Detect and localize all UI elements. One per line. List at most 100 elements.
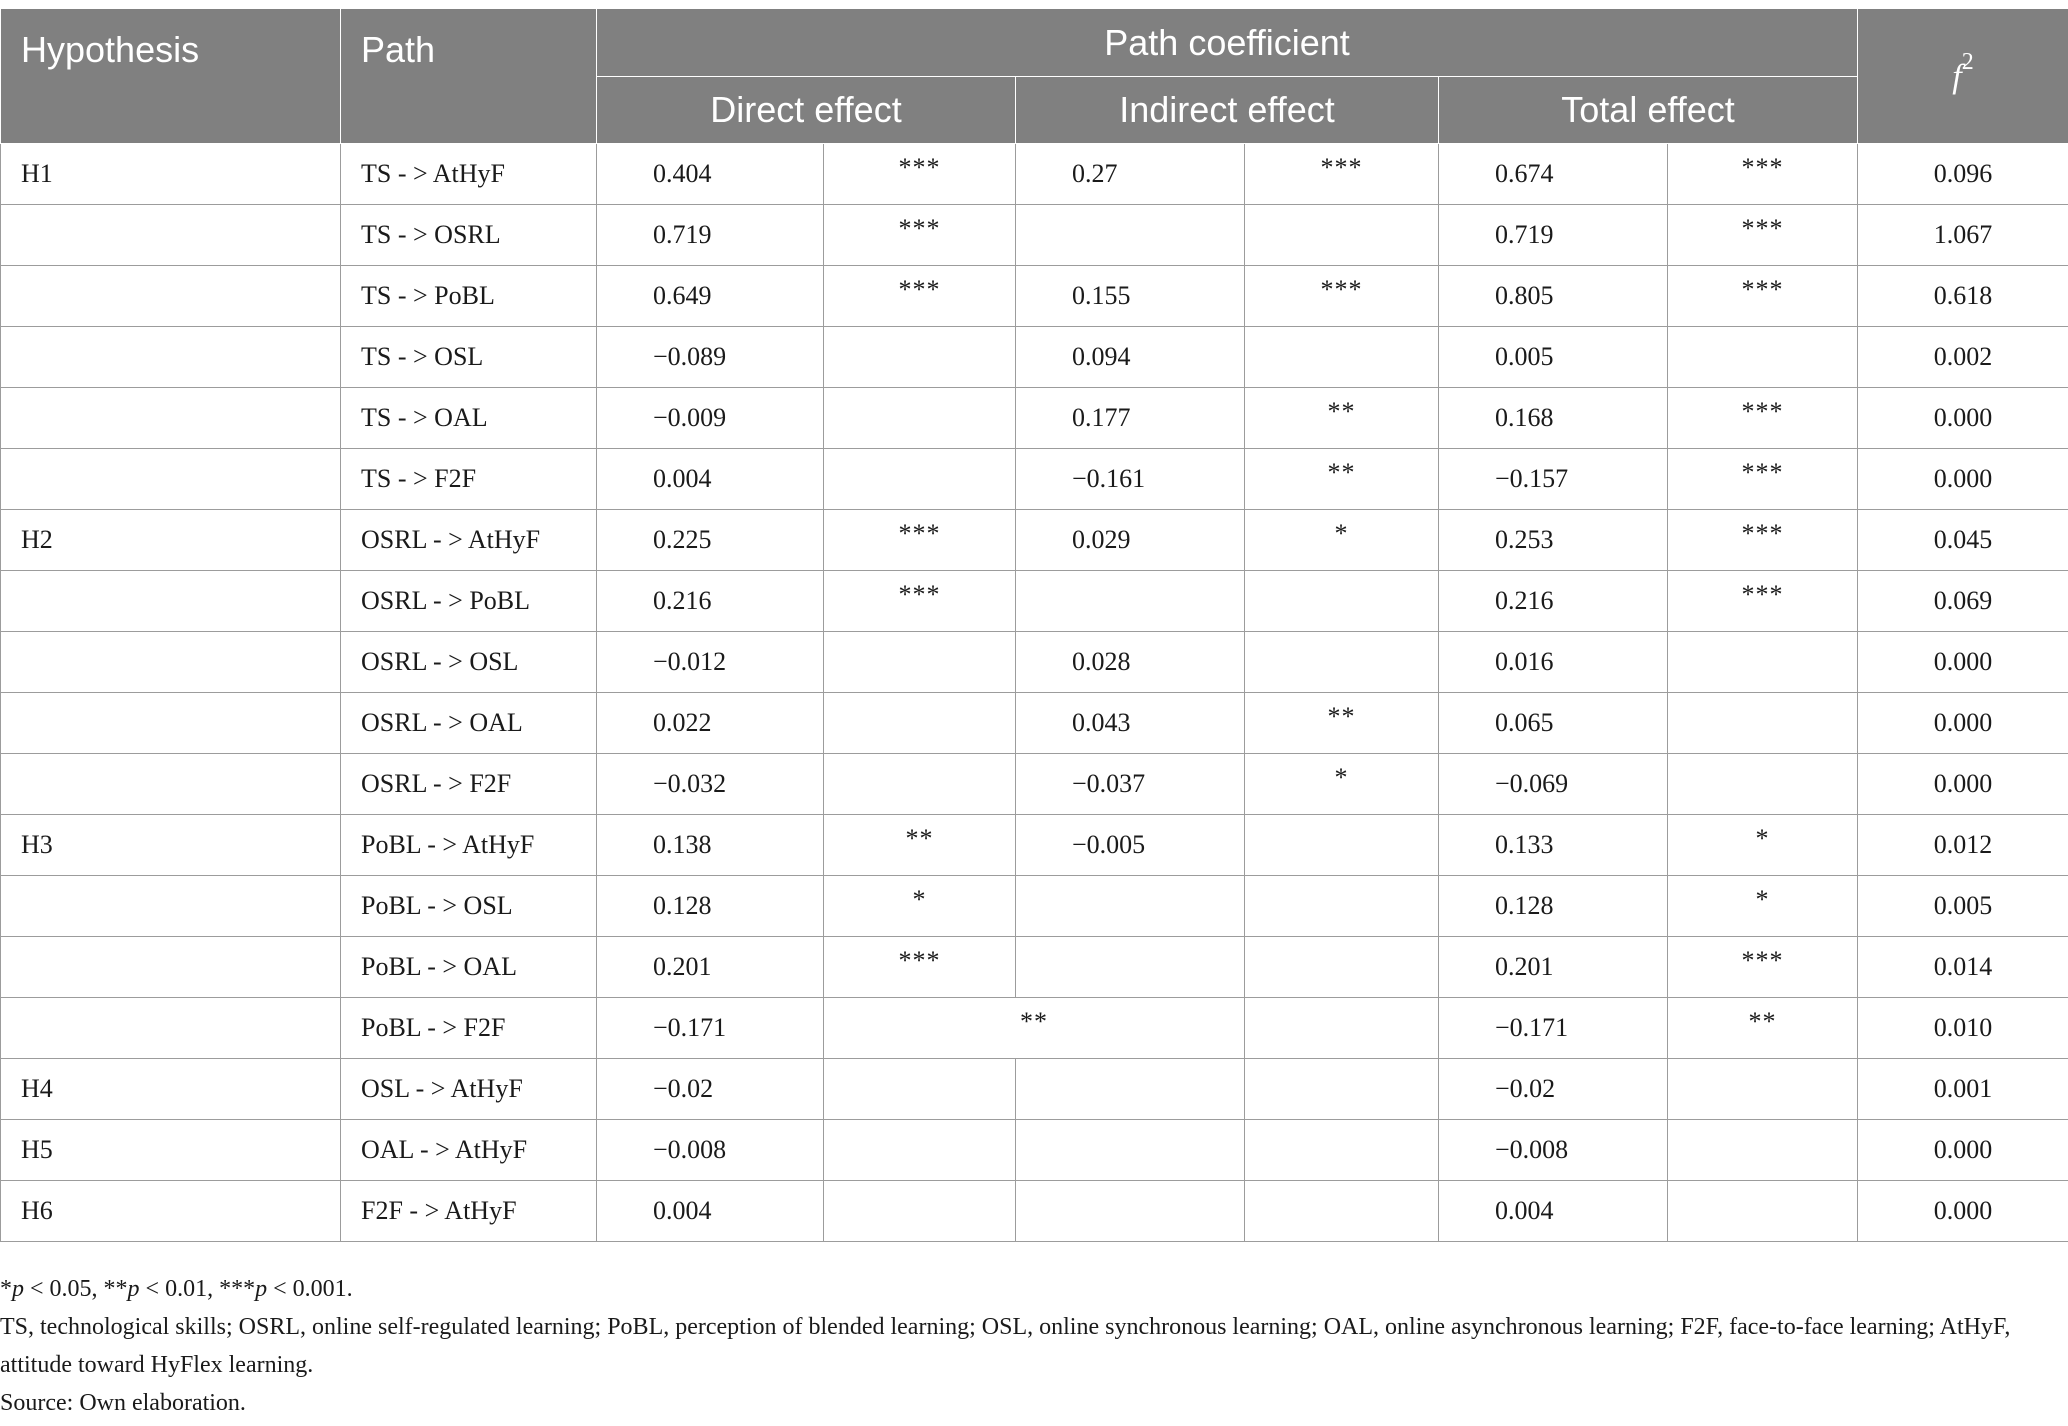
direct-effect-cell: 0.022 [596, 692, 824, 754]
indirect-significance-cell [1244, 875, 1439, 937]
direct-significance-cell: *** [823, 143, 1016, 205]
path-cell: TS - > OSL [340, 326, 597, 388]
total-significance-cell: *** [1666, 570, 1859, 632]
direct-significance-cell [823, 1058, 1016, 1120]
path-cell: TS - > AtHyF [340, 143, 597, 205]
indirect-significance-cell [1244, 936, 1439, 998]
total-effect-cell: −0.069 [1438, 753, 1668, 815]
direct-significance-cell [823, 448, 1016, 510]
indirect-significance-cell: *** [1244, 143, 1439, 205]
total-significance-cell [1666, 753, 1859, 815]
total-significance-cell: *** [1666, 204, 1859, 266]
direct-significance-cell-stars: *** [898, 153, 941, 182]
direct-effect-cell: −0.02 [596, 1058, 824, 1120]
table-row: TS - > OAL −0.009 0.177 ** 0.168 *** 0.000 [0, 387, 2068, 449]
direct-significance-cell-stars: ** [905, 824, 934, 853]
indirect-significance-cell-stars: *** [1320, 153, 1363, 182]
table-row: PoBL - > F2F −0.171 ** −0.171 ** 0.010 [0, 997, 2068, 1059]
total-effect-cell: 0.719 [1438, 204, 1668, 266]
indirect-significance-cell: * [1244, 509, 1439, 571]
total-effect-cell: 0.253 [1438, 509, 1668, 571]
indirect-significance-cell-stars: * [1334, 763, 1349, 792]
table-row: OSRL - > F2F −0.032 −0.037 * −0.069 0.000 [0, 753, 2068, 815]
indirect-significance-cell [1244, 1119, 1439, 1181]
direct-significance-cell: *** [823, 265, 1016, 327]
total-effect-cell: 0.133 [1438, 814, 1668, 876]
direct-effect-cell: 0.719 [596, 204, 824, 266]
indirect-significance-cell [1244, 1058, 1439, 1120]
total-effect-cell: −0.157 [1438, 448, 1668, 510]
direct-significance-cell: *** [823, 570, 1016, 632]
total-significance-cell: *** [1666, 387, 1859, 449]
path-coefficient-table: Hypothesis Path Path coefficient f2 Dire… [0, 8, 2068, 1242]
hypothesis-cell [0, 936, 341, 998]
table-row: H5 OAL - > AtHyF −0.008 −0.008 0.000 [0, 1119, 2068, 1181]
indirect-effect-cell [1015, 204, 1245, 266]
indirect-effect-cell [1015, 1180, 1245, 1242]
total-significance-cell: *** [1666, 265, 1859, 327]
direct-significance-cell-stars: *** [898, 946, 941, 975]
direct-effect-cell: −0.012 [596, 631, 824, 693]
total-effect-cell: 0.201 [1438, 936, 1668, 998]
table-row: H6 F2F - > AtHyF 0.004 0.004 0.000 [0, 1180, 2068, 1242]
total-significance-cell-stars: *** [1741, 946, 1784, 975]
direct-effect-cell: 0.225 [596, 509, 824, 571]
indirect-significance-cell-stars: ** [1327, 702, 1356, 731]
f-squared-cell: 0.001 [1857, 1058, 2068, 1120]
hypothesis-cell: H5 [0, 1119, 341, 1181]
total-significance-cell-stars: *** [1741, 458, 1784, 487]
indirect-effect-cell: 0.029 [1015, 509, 1245, 571]
f-squared-cell: 0.002 [1857, 326, 2068, 388]
sig-text: < 0.001. [267, 1276, 353, 1302]
direct-significance-cell [823, 1180, 1016, 1242]
hypothesis-cell [0, 326, 341, 388]
total-significance-cell: * [1666, 875, 1859, 937]
table-row: TS - > OSRL 0.719 *** 0.719 *** 1.067 [0, 204, 2068, 266]
results-table-container: Hypothesis Path Path coefficient f2 Dire… [0, 8, 2068, 1242]
hypothesis-cell: H2 [0, 509, 341, 571]
table-row: H3 PoBL - > AtHyF 0.138 ** −0.005 0.133 * 0.012 [0, 814, 2068, 876]
indirect-effect-cell: −0.005 [1015, 814, 1245, 876]
direct-effect-cell: 0.004 [596, 448, 824, 510]
direct-significance-cell [823, 1119, 1016, 1181]
path-cell: PoBL - > OAL [340, 936, 597, 998]
total-effect-cell: −0.008 [1438, 1119, 1668, 1181]
total-effect-cell: 0.005 [1438, 326, 1668, 388]
indirect-significance-cell-stars: *** [1320, 275, 1363, 304]
total-effect-cell: 0.128 [1438, 875, 1668, 937]
direct-significance-cell-stars: *** [898, 519, 941, 548]
direct-effect-cell: −0.089 [596, 326, 824, 388]
p-symbol: p [127, 1276, 140, 1302]
indirect-significance-cell: * [1244, 753, 1439, 815]
indirect-significance-cell: ** [1244, 692, 1439, 754]
path-cell: OSRL - > OSL [340, 631, 597, 693]
table-row: H2 OSRL - > AtHyF 0.225 *** 0.029 * 0.253 *** 0.… [0, 509, 2068, 571]
total-significance-cell [1666, 1180, 1859, 1242]
direct-significance-cell-stars: *** [898, 214, 941, 243]
indirect-significance-cell-stars: ** [1327, 397, 1356, 426]
f2-exponent: 2 [1961, 49, 1974, 76]
header-total-effect: Total effect [1437, 76, 1859, 144]
total-effect-cell: 0.168 [1438, 387, 1668, 449]
indirect-effect-cell: 0.155 [1015, 265, 1245, 327]
path-cell: TS - > PoBL [340, 265, 597, 327]
table-row: OSRL - > OAL 0.022 0.043 ** 0.065 0.000 [0, 692, 2068, 754]
header-path: Path [340, 8, 597, 144]
indirect-effect-cell [1015, 1119, 1245, 1181]
path-cell: PoBL - > AtHyF [340, 814, 597, 876]
path-cell: OSRL - > AtHyF [340, 509, 597, 571]
indirect-significance-cell [1244, 570, 1439, 632]
indirect-effect-cell: −0.037 [1015, 753, 1245, 815]
direct-significance-cell: *** [823, 509, 1016, 571]
total-significance-cell-stars: *** [1741, 153, 1784, 182]
direct-significance-cell [823, 326, 1016, 388]
direct-effect-cell: −0.009 [596, 387, 824, 449]
table-row: OSRL - > OSL −0.012 0.028 0.016 0.000 [0, 631, 2068, 693]
path-cell: TS - > OSRL [340, 204, 597, 266]
table-row: PoBL - > OSL 0.128 * 0.128 * 0.005 [0, 875, 2068, 937]
significance-note: *p < 0.05, **p < 0.01, ***p < 0.001. [0, 1270, 2068, 1308]
total-significance-cell-stars: *** [1741, 519, 1784, 548]
total-significance-cell [1666, 692, 1859, 754]
indirect-significance-cell [1244, 814, 1439, 876]
sig-star: * [0, 1276, 12, 1302]
